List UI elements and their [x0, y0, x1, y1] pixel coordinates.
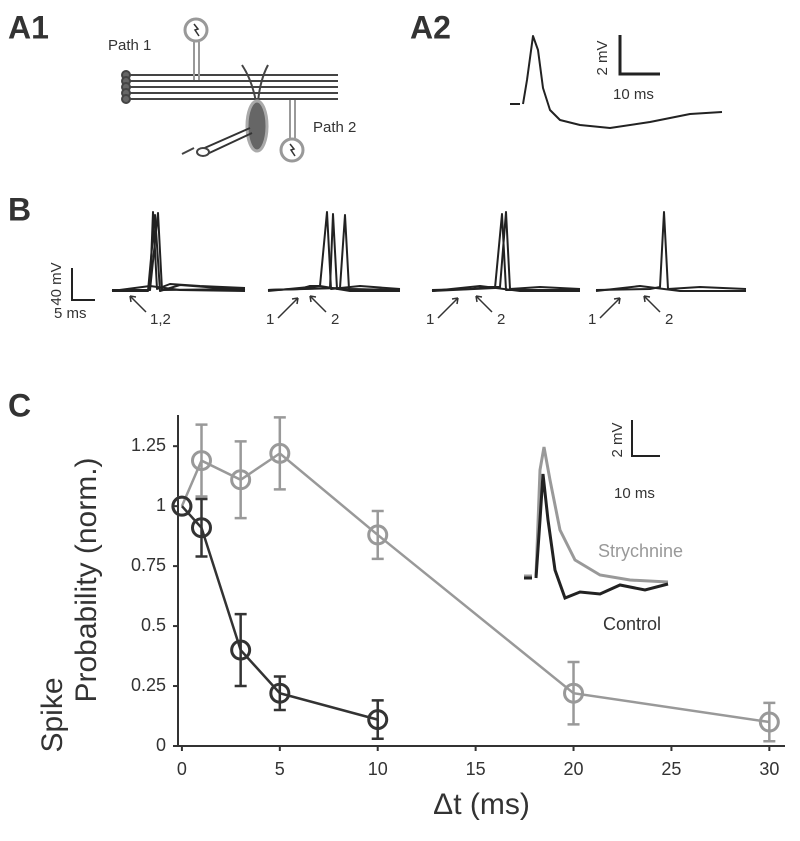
- y-axis-label: Spike: [36, 677, 69, 752]
- x-tick-label: 20: [564, 759, 584, 779]
- inset-traces: [524, 446, 669, 600]
- arrow-label: 1,2: [150, 311, 171, 328]
- scale-bar: [631, 420, 660, 457]
- legend-label: Strychnine: [598, 541, 683, 561]
- data-point: [367, 709, 389, 731]
- data-point: [269, 682, 291, 704]
- arrow-label: 2: [497, 311, 505, 328]
- path-label: Path 1: [108, 37, 151, 54]
- y-tick-label: 1.25: [131, 435, 166, 455]
- data-point: [190, 450, 212, 472]
- error-bar: [195, 497, 208, 558]
- x-tick-label: 30: [759, 759, 779, 779]
- panel-label: A1: [8, 9, 49, 45]
- error-bar: [567, 660, 580, 726]
- y-axis-label: Probability (norm.): [70, 457, 103, 702]
- error-bar: [195, 423, 208, 498]
- error-bar: [234, 612, 247, 688]
- x-tick-label: 25: [661, 759, 681, 779]
- epsp-trace: [510, 35, 723, 129]
- scale-label: 2 mV: [609, 422, 626, 457]
- error-bar: [371, 509, 384, 561]
- panel-label: B: [8, 191, 31, 227]
- x-axis-label: Δt (ms): [433, 788, 530, 821]
- scale-label: 10 ms: [614, 485, 655, 502]
- panel-label: C: [8, 387, 31, 423]
- scale-label: 2 mV: [594, 40, 611, 75]
- panel-label: A2: [410, 9, 451, 45]
- scale-label: 10 ms: [613, 86, 654, 103]
- arrows: [129, 295, 661, 319]
- data-point: [269, 442, 291, 464]
- scale-bar: [71, 268, 95, 301]
- arrow-label: 2: [331, 311, 339, 328]
- error-bar: [234, 440, 247, 520]
- arrow-label: 1: [588, 311, 596, 328]
- error-bar: [273, 416, 286, 491]
- x-tick-label: 15: [466, 759, 486, 779]
- data-point: [758, 711, 780, 733]
- error-bar: [763, 701, 776, 743]
- scale-bar: [618, 35, 660, 76]
- data-point: [230, 469, 252, 491]
- data-point: [367, 524, 389, 546]
- y-tick-label: 0.75: [131, 555, 166, 575]
- arrow-label: 2: [665, 311, 673, 328]
- scale-label: 40 mV: [48, 262, 65, 305]
- y-tick-label: 0.25: [131, 675, 166, 695]
- x-tick-label: 10: [368, 759, 388, 779]
- error-bar: [273, 675, 286, 712]
- data-point: [563, 682, 585, 704]
- circuit-diagram: [121, 17, 338, 163]
- data-point: [190, 517, 212, 539]
- scale-label: 5 ms: [54, 305, 87, 322]
- y-tick-label: 0: [156, 735, 166, 755]
- x-tick-label: 0: [177, 759, 187, 779]
- path-label: Path 2: [313, 119, 356, 136]
- arrow-label: 1: [266, 311, 274, 328]
- arrow-label: 1: [426, 311, 434, 328]
- error-bar: [371, 699, 384, 741]
- data-point: [230, 639, 252, 661]
- legend-label: Control: [603, 614, 661, 634]
- spike-traces: [111, 211, 747, 292]
- y-tick-label: 0.5: [141, 615, 166, 635]
- data-point: [171, 495, 193, 517]
- y-tick-label: 1: [156, 495, 166, 515]
- x-tick-label: 5: [275, 759, 285, 779]
